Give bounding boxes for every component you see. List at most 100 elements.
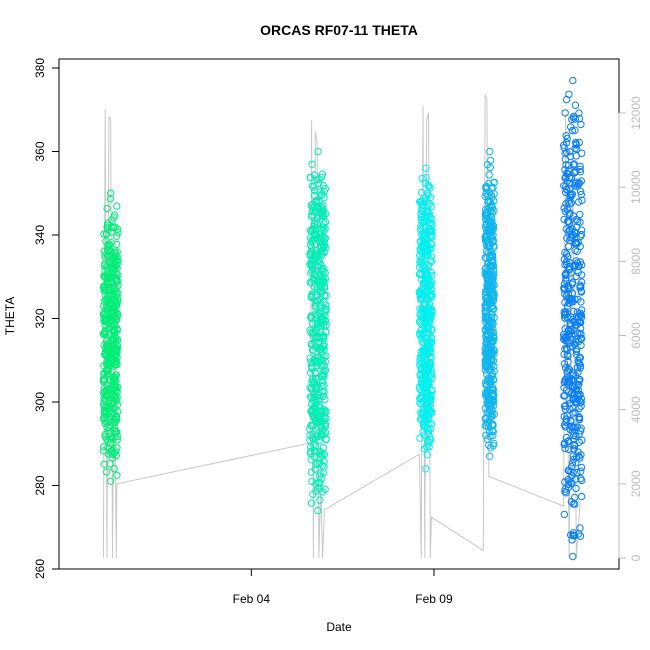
data-point	[101, 317, 110, 326]
data-point	[318, 379, 327, 387]
data-point	[563, 411, 571, 420]
data-point	[113, 471, 121, 479]
data-point	[113, 436, 121, 444]
data-point	[318, 461, 327, 469]
chart-title: ORCAS RF07-11 THETA	[260, 22, 418, 38]
data-point	[418, 271, 426, 279]
data-point	[572, 380, 580, 389]
data-point	[490, 190, 498, 198]
data-point	[578, 436, 586, 444]
data-point	[308, 207, 316, 216]
data-point	[571, 408, 579, 416]
data-point	[310, 191, 319, 200]
data-point	[568, 536, 576, 544]
data-point	[314, 296, 322, 305]
data-point	[489, 431, 497, 440]
data-point	[569, 278, 577, 287]
data-point	[562, 161, 570, 169]
data-point	[561, 166, 569, 174]
data-point	[307, 443, 315, 451]
data-point	[100, 328, 109, 337]
data-point	[485, 239, 494, 247]
data-point	[573, 423, 581, 431]
data-point	[481, 291, 490, 300]
data-point	[424, 345, 432, 354]
data-point	[102, 343, 110, 352]
data-point	[318, 250, 326, 259]
data-point	[488, 262, 497, 270]
data-point	[486, 296, 495, 305]
data-point	[563, 177, 571, 185]
data-point	[428, 216, 436, 224]
data-point	[309, 275, 318, 283]
data-point	[576, 258, 585, 266]
y-tick-label-left: 380	[33, 58, 47, 78]
data-point	[417, 224, 425, 233]
data-point	[565, 376, 573, 384]
data-point	[104, 242, 112, 250]
data-point	[568, 295, 576, 303]
data-point	[566, 285, 574, 293]
data-point	[111, 248, 119, 257]
data-point	[576, 218, 584, 226]
data-point	[428, 308, 436, 317]
data-point	[569, 552, 577, 561]
data-point	[565, 161, 573, 169]
data-point	[573, 345, 581, 354]
data-point	[481, 223, 490, 232]
data-point	[563, 302, 572, 310]
data-point	[562, 182, 570, 191]
data-point	[109, 283, 118, 292]
data-point	[482, 346, 490, 355]
data-point	[100, 414, 109, 422]
y-tick-label-left: 280	[33, 475, 47, 495]
y-tick-label-left: 320	[33, 308, 47, 328]
data-point	[106, 460, 114, 468]
data-point	[571, 126, 579, 134]
data-point	[561, 377, 569, 385]
data-point	[110, 425, 119, 433]
data-point	[577, 492, 586, 501]
data-point	[576, 364, 584, 372]
data-point	[425, 322, 433, 331]
data-point	[427, 257, 436, 266]
data-point	[100, 261, 109, 270]
data-point	[100, 350, 109, 359]
data-point	[313, 204, 321, 212]
data-point	[312, 234, 320, 242]
data-point	[310, 219, 319, 228]
data-point	[485, 197, 493, 205]
data-point	[311, 207, 320, 216]
data-point	[570, 435, 578, 443]
data-point	[423, 414, 431, 422]
data-point	[113, 407, 122, 416]
data-point	[312, 479, 320, 488]
data-point	[563, 253, 572, 261]
data-point	[486, 444, 495, 452]
data-point	[317, 361, 325, 369]
data-point	[101, 417, 109, 425]
data-point	[490, 179, 498, 187]
data-point	[107, 386, 116, 394]
data-point	[490, 334, 498, 342]
data-point	[487, 375, 495, 383]
data-point	[481, 287, 490, 296]
data-point	[568, 233, 576, 241]
data-point	[100, 297, 109, 306]
data-point	[420, 445, 428, 453]
data-point	[574, 395, 582, 403]
data-point	[488, 218, 496, 226]
data-point	[561, 391, 569, 400]
data-point	[311, 339, 319, 347]
data-point	[577, 190, 585, 199]
data-point	[488, 427, 497, 435]
data-point	[310, 381, 318, 389]
data-point	[316, 447, 324, 455]
data-point	[111, 303, 119, 311]
data-point	[113, 325, 121, 333]
data-point	[321, 185, 330, 193]
y-axis-left: 260 280 300 320 340 360 380	[33, 58, 60, 579]
data-point	[420, 280, 428, 288]
data-point	[318, 372, 326, 380]
